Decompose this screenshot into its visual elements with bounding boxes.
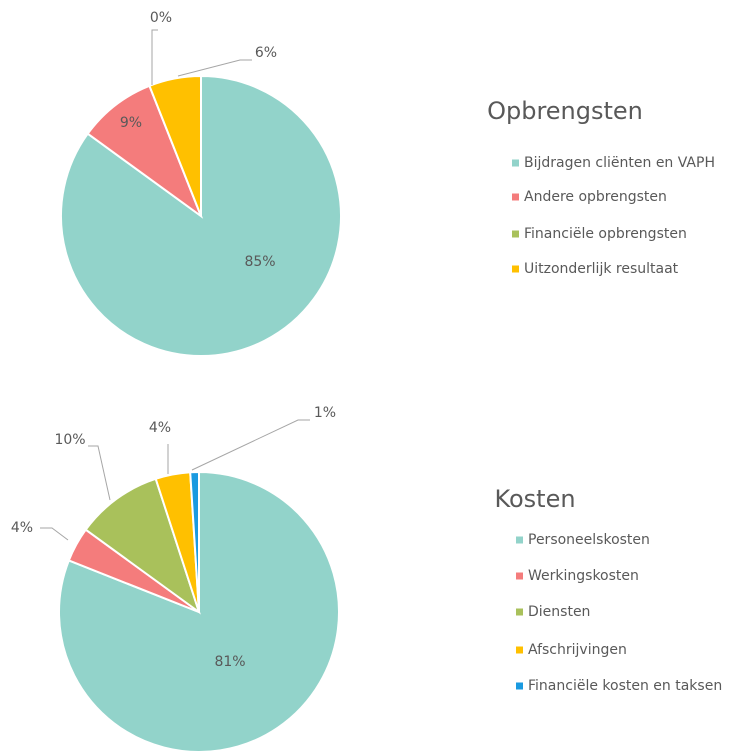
data-label: 0% — [150, 10, 172, 26]
data-label: 1% — [314, 405, 336, 421]
legend-swatch — [516, 682, 523, 690]
legend-title: Opbrengsten — [487, 97, 643, 125]
legend-swatch — [512, 193, 519, 201]
legend-label: Personeelskosten — [528, 532, 650, 548]
legend-label: Andere opbrengsten — [524, 189, 667, 205]
data-label: 9% — [120, 115, 142, 131]
data-label: 4% — [11, 520, 33, 536]
legend-title: Kosten — [494, 485, 575, 513]
data-label: 6% — [255, 45, 277, 61]
legend-label: Financiële opbrengsten — [524, 226, 687, 242]
legend-swatch — [512, 159, 519, 167]
legend-swatch — [512, 265, 519, 273]
legend-label: Afschrijvingen — [528, 642, 627, 658]
legend-swatch — [516, 608, 523, 616]
legend-swatch — [516, 572, 523, 580]
legend-label: Bijdragen cliënten en VAPH — [524, 155, 715, 171]
data-label: 85% — [244, 254, 275, 270]
data-label: 10% — [54, 432, 85, 448]
data-label: 81% — [214, 654, 245, 670]
leader-line — [177, 59, 252, 77]
leader-line — [151, 29, 158, 85]
pie-slice — [86, 84, 204, 219]
legend-label: Werkingskosten — [528, 568, 639, 584]
legend-label: Diensten — [528, 604, 590, 620]
leader-line — [191, 419, 310, 471]
pie-slice — [189, 470, 200, 613]
data-label: 4% — [149, 420, 171, 436]
leader-line — [88, 445, 111, 501]
legend-swatch — [512, 230, 519, 238]
pie-slice — [148, 74, 202, 217]
pie-slice — [84, 477, 201, 615]
legend-swatch — [516, 536, 523, 544]
leader-line — [40, 527, 69, 541]
legend-swatch — [516, 646, 523, 654]
legend-label: Financiële kosten en taksen — [528, 678, 722, 694]
legend-label: Uitzonderlijk resultaat — [524, 261, 679, 277]
